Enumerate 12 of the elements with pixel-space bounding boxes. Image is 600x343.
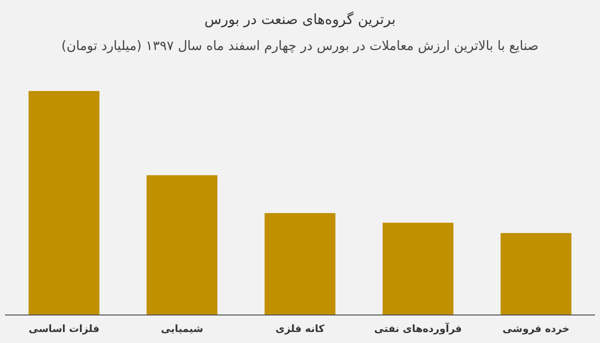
bar	[382, 222, 454, 315]
x-tick-label: فرآورده‌های نفتی	[374, 322, 462, 335]
x-tick-label: کانه فلزی	[276, 324, 325, 335]
chart-title: برترین گروه‌های صنعت در بورس	[204, 11, 396, 28]
x-tick-label: شیمیایی	[160, 324, 204, 335]
bar	[28, 91, 100, 315]
bar	[146, 175, 218, 315]
chart-subtitle: صنایع با بالاترین ارزش معاملات در بورس در چهارم اسفند ماه سال ۱۳۹۷ (میلیارد تومان)	[61, 39, 539, 54]
bar	[500, 233, 572, 315]
bar	[264, 213, 336, 315]
x-tick-label: خرده فروشی	[502, 324, 570, 335]
x-tick-label: فلزات اساسی	[28, 324, 100, 335]
